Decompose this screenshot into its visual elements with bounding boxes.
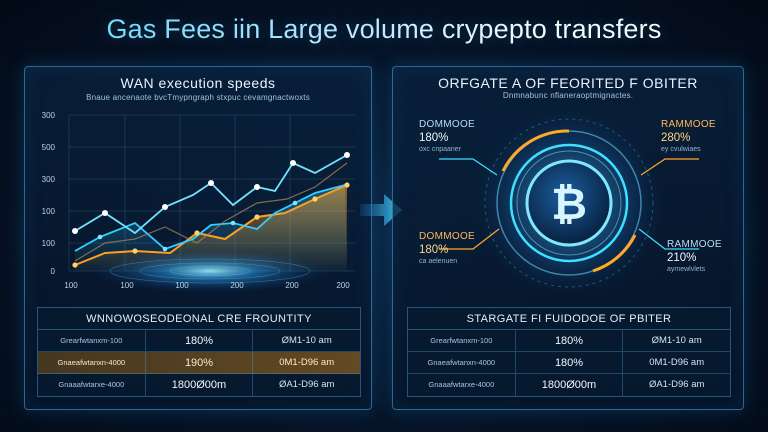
stat-note: aymewlvlets [667,266,706,273]
stat-top-right: RAMMOOE 280% ey cvulwiaes [661,119,716,153]
table-cell: 180% [146,330,254,351]
table-cell: ØA1-D96 am [278,379,335,390]
arrow-right-icon [360,194,402,226]
table-cell: 190% [146,352,254,373]
table-cell: Gnaaafwtarxe-4000 [38,374,146,396]
right-panel-subtitle: Dnmnabunc nflaneraoptmignactes. [502,91,634,100]
table-row: Grearfwtanxm-100 180% ØM1-10 am [408,330,730,352]
x-tick: 200 [230,281,244,290]
stat-label: DOMMOOE [419,119,475,130]
table-cell: 1800Ø00m [146,374,254,396]
table-cell: Grearfwtanxm-100 [38,330,146,351]
table-cell: Gnaaafwtarxe-4000 [408,374,516,396]
stat-bottom-right: RAMMOOE 210% aymewlvlets [667,239,722,273]
table-cell: Gnaeafwtanxn-4000 [38,352,146,373]
stat-bottom-left: DOMMOOE 180% ca aelenuen [419,231,475,265]
table-cell: 0M1-D96 am [649,357,705,368]
y-tick: 500 [42,143,56,152]
stat-top-left: DOMMOOE 180% oxc cnpaaner [419,119,475,153]
table-cell: 180% [516,330,624,351]
bitcoin-hub-graphic: ₿ [439,105,699,301]
table-header: STARGATE FI FUIDODOE OF PBITER [408,308,730,330]
stat-value: 180% [419,132,449,144]
table-cell: 0M1-D96 am [279,357,335,368]
right-stargate-table: STARGATE FI FUIDODOE OF PBITER Grearfwta… [407,307,731,397]
stat-value: 210% [667,252,697,264]
y-tick: 100 [42,239,56,248]
table-cell: Gnaeafwtanxn-4000 [408,352,516,373]
stat-note: ca aelenuen [419,258,458,265]
stargate-panel: ORFGATE A OF FEORITED F OBITER Dnmnabunc… [392,66,744,410]
page-title: Gas Fees iin Large volume crypepto trans… [0,14,768,45]
left-panel-title: WAN execution speeds [120,75,276,91]
table-cell: ØA1-D96 am [648,379,705,390]
x-tick: 100 [175,281,189,290]
y-tick: 100 [42,207,56,216]
table-cell: 1800Ø00m [516,374,624,396]
y-tick: 0 [51,267,56,276]
y-tick: 300 [42,175,56,184]
table-cell: 180% [516,352,624,373]
x-tick: 100 [120,281,134,290]
stat-label: DOMMOOE [419,231,475,242]
stat-label: RAMMOOE [667,239,722,250]
left-panel-subtitle: Bnaue ancenaote bvcTmypngraph stxpuc cev… [86,93,310,102]
table-row: Gnaaafwtarxe-4000 1800Ø00m ØA1-D96 am [408,374,730,396]
y-tick: 300 [42,111,56,120]
stat-note: ey cvulwiaes [661,146,701,153]
bitcoin-icon: ₿ [551,180,587,229]
table-row-highlighted: Gnaeafwtanxn-4000 190% 0M1-D96 am [38,352,360,374]
table-row: Gnaeafwtanxn-4000 180% 0M1-D96 am [408,352,730,374]
table-cell: Grearfwtanxm-100 [408,330,516,351]
left-quantity-table: WNNOWOSEODEONAL CRE FROUNTITY Grearfwtan… [37,307,361,397]
stat-note: oxc cnpaaner [419,146,462,153]
x-tick: 200 [336,281,350,290]
table-cell: ØM1-10 am [281,335,332,346]
table-row: Grearfwtanxm-100 180% ØM1-10 am [38,330,360,352]
execution-speeds-panel: WAN execution speeds Bnaue ancenaote bvc… [24,66,372,410]
x-tick: 100 [64,281,78,290]
x-tick: 200 [285,281,299,290]
right-panel-title: ORFGATE A OF FEORITED F OBITER [438,75,698,91]
stat-value: 280% [661,132,691,144]
table-cell: ØM1-10 am [651,335,702,346]
speed-line-chart: 300 500 300 100 100 0 100 100 100 200 20… [42,111,355,293]
table-header: WNNOWOSEODEONAL CRE FROUNTITY [38,308,360,330]
stat-value: 180% [419,244,449,256]
stat-label: RAMMOOE [661,119,716,130]
table-row: Gnaaafwtarxe-4000 1800Ø00m ØA1-D96 am [38,374,360,396]
